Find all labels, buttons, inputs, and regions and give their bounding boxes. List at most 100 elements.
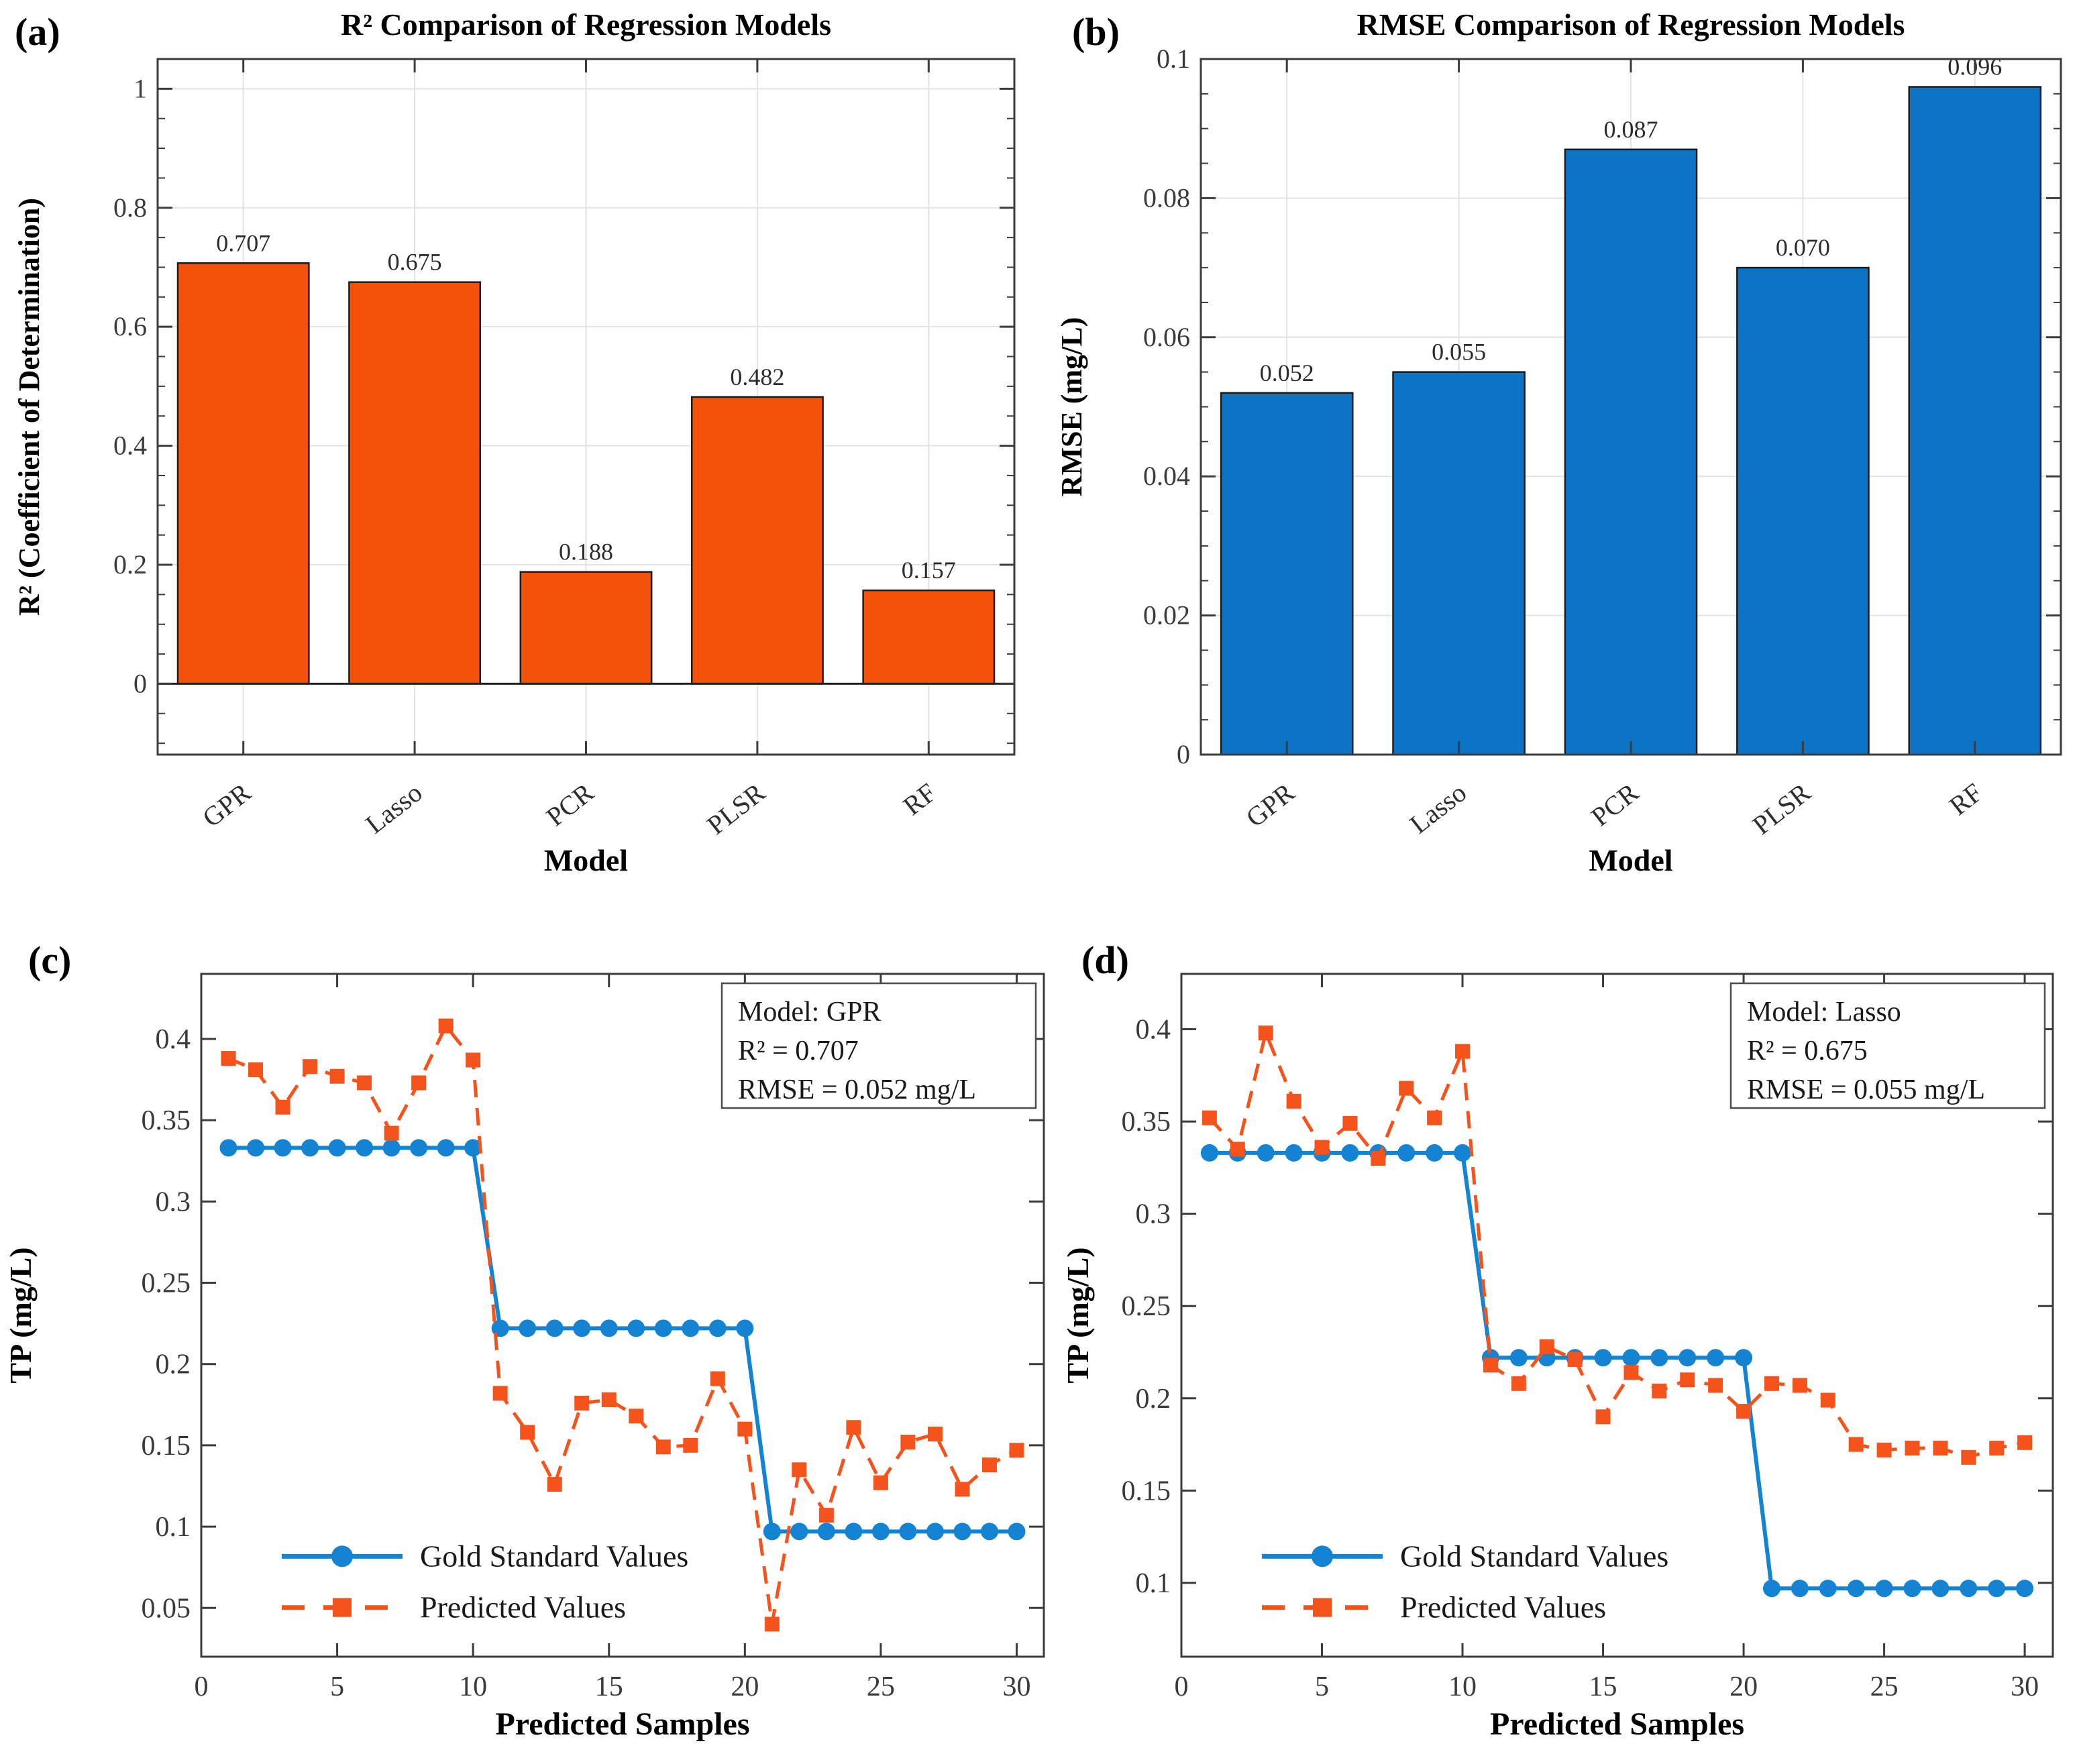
y-tick-label: 1: [134, 73, 147, 103]
data-point-square: [1427, 1110, 1442, 1125]
bar-Lasso: [1392, 371, 1526, 756]
y-axis-label: TP (mg/L): [1061, 1247, 1095, 1383]
data-point-square: [1736, 1404, 1752, 1419]
data-point-square: [492, 1386, 508, 1401]
category-label: PLSR: [701, 777, 770, 840]
data-point-square: [303, 1059, 318, 1074]
data-point-square: [1905, 1441, 1920, 1456]
data-point-square: [818, 1508, 834, 1523]
bar-value-label: 0.675: [388, 249, 442, 276]
data-point-square: [629, 1409, 644, 1424]
x-tick-label: 0: [195, 1671, 209, 1702]
data-point-square: [683, 1437, 698, 1453]
legend-label: Predicted Values: [420, 1590, 626, 1624]
data-point-circle: [736, 1319, 754, 1337]
data-point-circle: [763, 1523, 781, 1541]
data-point-circle: [682, 1319, 700, 1337]
data-point-circle: [247, 1139, 265, 1157]
data-point-circle: [1509, 1349, 1528, 1367]
chart-lasso-line: 0.1 0.15 0.2 0.25 0.3 0.35 0.4 0 5 10 15 20 25 30 Mode…: [1061, 973, 2054, 1742]
data-point-square: [1595, 1409, 1611, 1425]
data-point-square: [601, 1392, 617, 1408]
data-point-square: [1961, 1449, 1976, 1465]
data-point-square: [873, 1475, 888, 1490]
y-tick-label: 0.4: [113, 431, 147, 461]
x-tick-label: 10: [459, 1671, 487, 1702]
legend-marker-square: [333, 1598, 352, 1617]
data-point-square: [520, 1425, 535, 1440]
annotation-line: Model: GPR: [738, 997, 882, 1028]
data-point-square: [1539, 1339, 1554, 1354]
data-point-circle: [1931, 1580, 1950, 1598]
data-point-square: [655, 1439, 671, 1455]
data-point-square: [1623, 1365, 1639, 1380]
plot-box: [200, 973, 1045, 1658]
x-tick-label: 30: [2011, 1671, 2039, 1702]
data-point-circle: [845, 1523, 863, 1541]
y-tick-label: 0.05: [142, 1593, 191, 1624]
category-label: PCR: [1585, 777, 1644, 832]
data-point-circle: [1650, 1349, 1668, 1367]
y-tick-label: 0.35: [142, 1105, 191, 1136]
legend-label: Gold Standard Values: [420, 1539, 688, 1573]
data-point-circle: [1678, 1349, 1697, 1367]
data-point-square: [438, 1018, 454, 1034]
data-point-square: [1455, 1044, 1471, 1059]
chart-gpr-line: 0.05 0.1 0.15 0.2 0.25 0.3 0.35 0.4 0 5 10 15 20 25 30…: [3, 973, 1045, 1742]
x-tick-label: 25: [1870, 1671, 1899, 1702]
legend-label: Gold Standard Values: [1400, 1539, 1668, 1573]
data-point-circle: [1960, 1580, 1978, 1598]
x-tick-label: 30: [1002, 1671, 1030, 1702]
data-point-circle: [980, 1523, 998, 1541]
y-tick-label: 0.2: [156, 1349, 191, 1380]
x-axis-label: Predicted Samples: [1490, 1706, 1744, 1742]
x-tick-label: 0: [1175, 1671, 1189, 1702]
data-point-circle: [356, 1139, 374, 1157]
data-point-circle: [654, 1319, 672, 1337]
data-point-square: [1989, 1441, 2005, 1456]
y-tick-label: 0.02: [1143, 600, 1190, 630]
category-label: RF: [898, 777, 942, 822]
bar-value-label: 0.482: [730, 364, 784, 390]
annotation-line: R² = 0.675: [1747, 1036, 1868, 1066]
bar-value-label: 0.157: [902, 557, 956, 584]
y-tick-label: 0.25: [1122, 1291, 1171, 1322]
bar-PLSR: [690, 396, 824, 685]
data-point-circle: [1285, 1144, 1303, 1162]
y-tick-label: 0.3: [156, 1187, 191, 1217]
legend-marker-circle: [331, 1545, 353, 1567]
data-point-square: [737, 1421, 753, 1437]
data-point-square: [1371, 1151, 1386, 1166]
data-point-circle: [953, 1523, 971, 1541]
y-tick-label: 0.06: [1143, 322, 1190, 352]
y-tick-label: 0.35: [1122, 1107, 1171, 1138]
x-tick-label: 5: [1315, 1671, 1329, 1702]
data-point-circle: [600, 1319, 618, 1337]
y-tick-label: 0.04: [1143, 461, 1190, 491]
data-point-circle: [1008, 1523, 1026, 1541]
data-point-circle: [817, 1523, 835, 1541]
panel-tag-a: (a): [15, 10, 60, 54]
bar-Lasso: [348, 281, 482, 685]
x-axis-label: Model: [1589, 843, 1672, 877]
category-label: PLSR: [1747, 777, 1816, 840]
data-point-square: [1511, 1376, 1526, 1391]
bar-PLSR: [1736, 266, 1870, 756]
data-point-circle: [573, 1319, 591, 1337]
y-axis-label: R² (Coefficient of Determination): [13, 198, 46, 616]
x-tick-label: 25: [867, 1671, 895, 1702]
data-point-circle: [382, 1139, 401, 1157]
bar-value-label: 0.052: [1260, 360, 1314, 386]
annotation-line: R² = 0.707: [738, 1036, 859, 1066]
y-tick-label: 0.15: [1122, 1476, 1171, 1506]
data-point-square: [1483, 1358, 1498, 1373]
bar-value-label: 0.055: [1432, 339, 1486, 366]
annotation-line: RMSE = 0.055 mg/L: [1747, 1074, 1985, 1105]
bar-RF: [862, 589, 996, 685]
data-point-square: [1286, 1093, 1301, 1109]
data-point-square: [1202, 1110, 1217, 1125]
data-point-circle: [545, 1319, 564, 1337]
data-point-square: [846, 1420, 861, 1435]
data-point-circle: [1903, 1580, 1921, 1598]
data-point-square: [1792, 1378, 1807, 1393]
